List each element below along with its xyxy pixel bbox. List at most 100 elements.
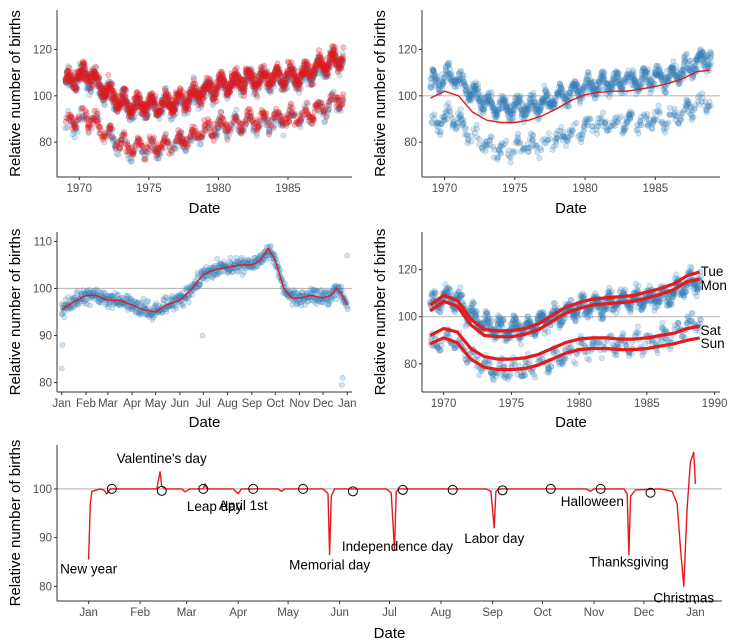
data-point <box>148 102 155 109</box>
data-point <box>112 143 119 150</box>
data-point <box>577 100 584 107</box>
data-point <box>109 126 116 133</box>
data-point <box>150 99 157 106</box>
data-point <box>88 117 95 124</box>
data-point <box>114 106 121 113</box>
data-point <box>155 109 162 116</box>
data-point <box>133 110 140 117</box>
data-point <box>87 88 94 95</box>
data-point <box>91 75 98 82</box>
data-point <box>108 133 115 140</box>
data-point <box>63 114 70 121</box>
data-point <box>344 252 351 259</box>
data-point <box>147 136 154 143</box>
data-point <box>88 125 95 132</box>
data-point <box>185 141 192 148</box>
data-point <box>130 106 137 113</box>
data-point <box>125 107 132 114</box>
data-point <box>147 98 154 105</box>
data-point <box>94 121 101 128</box>
data-point <box>101 93 108 100</box>
data-point <box>153 148 160 155</box>
data-point <box>141 115 148 122</box>
data-point <box>92 70 99 77</box>
data-point <box>118 101 125 108</box>
data-point <box>155 111 162 118</box>
data-point <box>151 147 158 154</box>
data-point <box>124 108 131 115</box>
data-point <box>79 69 86 76</box>
data-point <box>143 110 150 117</box>
data-point <box>565 103 572 110</box>
data-point <box>146 91 153 98</box>
data-point <box>105 78 112 85</box>
data-point <box>304 100 311 107</box>
data-point <box>120 98 127 105</box>
data-point <box>120 95 127 102</box>
data-point <box>63 70 70 77</box>
data-point <box>150 134 157 141</box>
data-point <box>85 130 92 137</box>
data-point <box>599 109 606 116</box>
data-point <box>161 145 168 152</box>
data-point <box>153 154 160 161</box>
data-point <box>162 135 169 142</box>
data-point <box>100 96 107 103</box>
data-point <box>655 102 662 109</box>
data-point <box>67 81 74 88</box>
data-point <box>125 113 132 120</box>
data-point <box>141 108 148 115</box>
data-point <box>90 75 97 82</box>
data-point <box>587 115 594 122</box>
data-point <box>85 79 92 86</box>
data-point <box>163 90 170 97</box>
data-point <box>154 112 161 119</box>
data-point <box>517 139 524 146</box>
data-point <box>82 66 89 73</box>
data-point <box>151 102 158 109</box>
data-point <box>116 100 123 107</box>
data-point <box>323 113 330 120</box>
data-point <box>127 155 134 162</box>
data-point <box>106 126 113 133</box>
data-point <box>161 101 168 108</box>
data-point <box>143 111 150 118</box>
data-point <box>108 134 115 141</box>
data-point <box>233 106 240 113</box>
data-point <box>83 70 90 77</box>
data-point <box>144 114 151 121</box>
data-point <box>503 137 510 144</box>
data-point <box>76 117 83 124</box>
data-point <box>131 114 138 121</box>
data-point <box>81 113 88 120</box>
data-point <box>150 137 157 144</box>
data-point <box>85 85 92 92</box>
data-point <box>71 134 78 141</box>
data-point <box>88 84 95 91</box>
data-point <box>130 115 137 122</box>
data-point <box>67 77 74 84</box>
data-point <box>154 107 161 114</box>
data-point <box>75 74 82 81</box>
data-point <box>132 104 139 111</box>
data-point <box>106 78 113 85</box>
data-point <box>68 81 75 88</box>
data-point <box>113 144 120 151</box>
data-point <box>169 150 176 157</box>
data-point <box>210 137 217 144</box>
data-point <box>146 101 153 108</box>
data-point <box>462 124 469 131</box>
data-point <box>198 101 205 108</box>
data-point <box>137 146 144 153</box>
data-point <box>130 108 137 115</box>
data-point <box>134 100 141 107</box>
data-point <box>68 72 75 79</box>
data-point <box>99 85 106 92</box>
data-point <box>122 137 129 144</box>
data-point <box>297 117 304 124</box>
data-point <box>71 85 78 92</box>
data-point <box>152 103 159 110</box>
data-point <box>143 109 150 116</box>
data-point <box>76 60 83 67</box>
